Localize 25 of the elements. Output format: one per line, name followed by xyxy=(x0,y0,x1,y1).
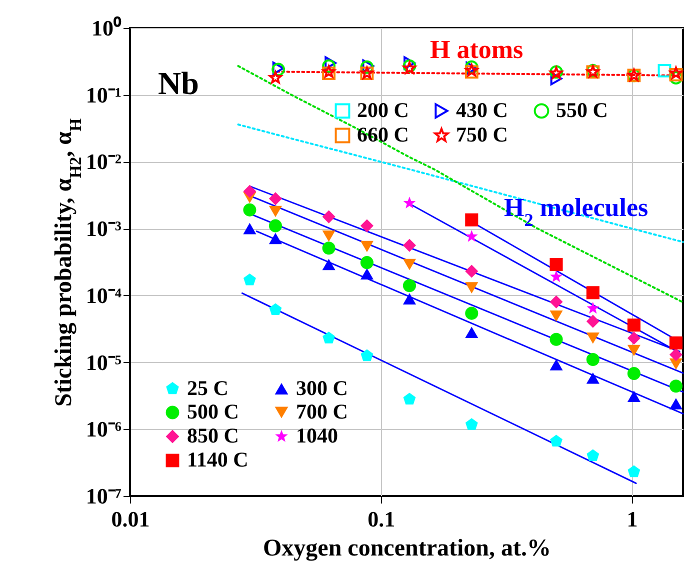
legend-label: 750 C xyxy=(456,122,508,146)
legend-label: 700 C xyxy=(296,400,348,424)
y-tick-label: 10⁻⁴ xyxy=(86,282,122,308)
y-tick-label: 10⁰ xyxy=(92,16,122,40)
x-axis-title: Oxygen concentration, at.% xyxy=(263,536,551,562)
legend-label: 550 C xyxy=(556,98,608,122)
legend-label: 850 C xyxy=(187,424,239,448)
legend-label: 1040 xyxy=(296,424,338,448)
y-tick-label: 10⁻⁵ xyxy=(86,350,122,375)
y-tick-label: 10⁻⁶ xyxy=(86,416,122,442)
y-tick-label: 10⁻² xyxy=(86,149,122,174)
legend-label: 25 C xyxy=(187,376,228,400)
legend-label: 500 C xyxy=(187,400,239,424)
legend-label: 430 C xyxy=(456,98,508,122)
legend-label: 300 C xyxy=(296,376,348,400)
annotation: H atoms xyxy=(430,35,524,64)
x-tick-label: 0.01 xyxy=(111,506,150,532)
y-tick-label: 10⁻⁷ xyxy=(86,484,122,508)
legend-label: 1140 C xyxy=(187,448,248,472)
y-tick-label: 10⁻¹ xyxy=(86,82,122,108)
x-tick-label: 1 xyxy=(626,506,638,532)
y-tick-label: 10⁻³ xyxy=(86,216,122,242)
annotation: Nb xyxy=(158,65,199,101)
legend-label: 200 C xyxy=(357,98,409,122)
x-tick-label: 0.1 xyxy=(368,506,396,532)
